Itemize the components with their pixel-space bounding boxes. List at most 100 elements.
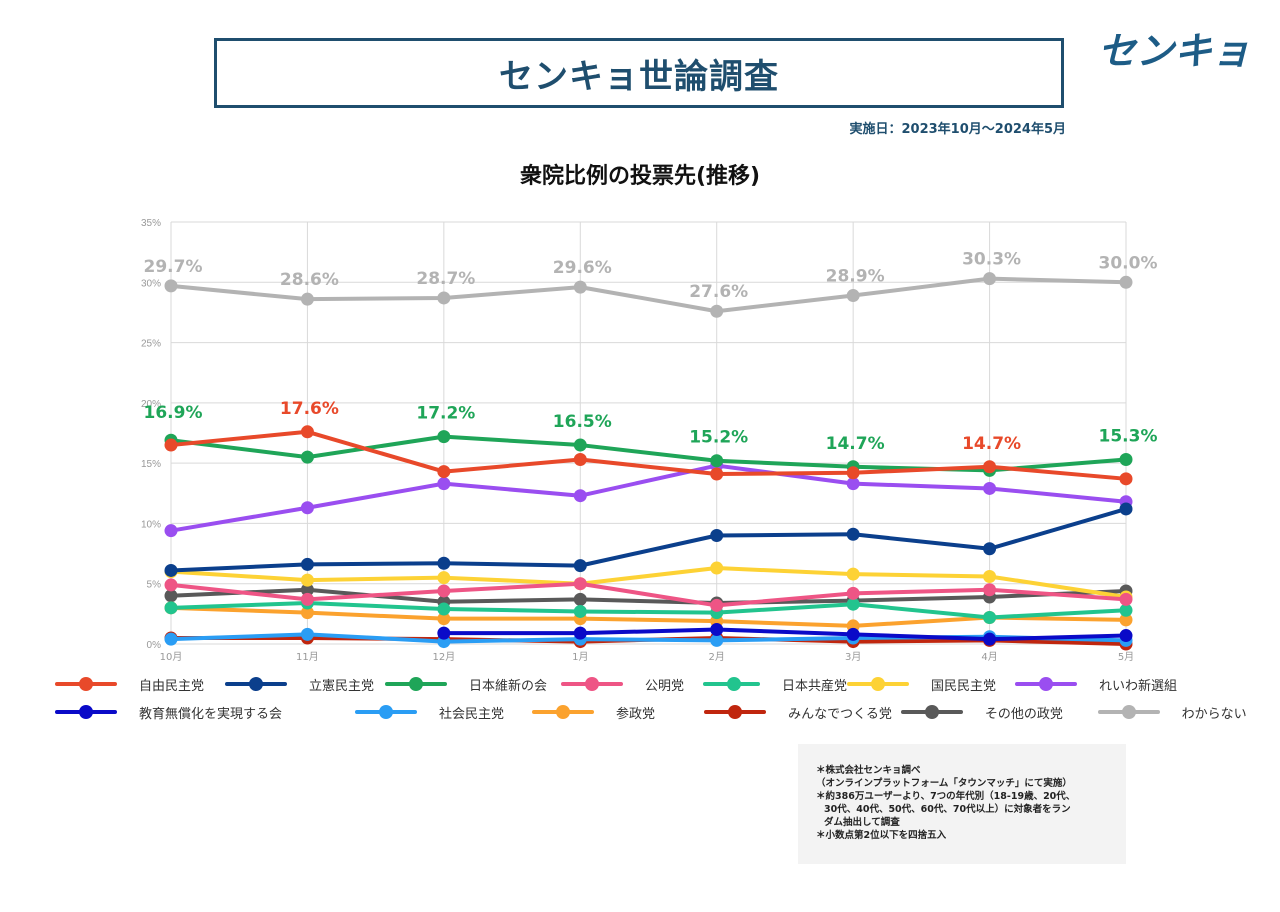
data-point	[437, 602, 451, 616]
data-point	[300, 292, 314, 306]
legend-row: 教育無償化を実現する会 社会民主党 参政党 みんなでつくる党 その他の政党 わからない	[55, 698, 1255, 726]
note-line: ＊株式会社センキョ調べ	[816, 765, 921, 776]
data-point	[437, 571, 451, 585]
note-line: ＊約386万ユーザーより、7つの年代別（18-19歳、20代、	[816, 791, 1076, 802]
data-point	[300, 606, 314, 620]
legend-swatch-icon	[55, 705, 117, 719]
data-point	[710, 304, 724, 318]
x-tick-label: 5月	[1118, 651, 1134, 663]
x-tick-label: 12月	[432, 651, 455, 663]
legend-item: 国民民主党	[847, 675, 1015, 694]
data-point	[437, 612, 451, 626]
series-line	[169, 566, 1128, 599]
data-point	[164, 632, 178, 646]
data-point	[1119, 472, 1133, 486]
data-point	[1119, 502, 1133, 516]
data-point	[710, 598, 724, 612]
y-tick-label: 35%	[141, 218, 161, 229]
note-line: ダム抽出して調査	[824, 817, 900, 828]
data-point	[846, 627, 860, 641]
data-point	[983, 569, 997, 583]
legend-label: れいわ新選組	[1099, 678, 1178, 694]
note-line: 30代、40代、50代、60代、70代以上）に対象者をラン	[824, 804, 1071, 815]
data-label: 29.7%	[144, 257, 203, 277]
data-label: 16.9%	[144, 403, 203, 423]
series-line	[169, 587, 1128, 606]
legend-item: 自由民主党	[55, 675, 225, 694]
data-point	[983, 481, 997, 495]
data-point	[1119, 629, 1133, 643]
legend-swatch-icon	[847, 677, 909, 691]
legend-item: 教育無償化を実現する会	[55, 703, 355, 722]
legend-item: 参政党	[532, 703, 704, 722]
y-tick-label: 15%	[141, 459, 161, 470]
x-tick-label: 3月	[845, 651, 861, 663]
note-line: （オンラインプラットフォーム「タウンマッチ」にて実施）	[816, 778, 1072, 789]
data-point	[846, 586, 860, 600]
series-line	[169, 601, 1128, 620]
data-point	[573, 626, 587, 640]
x-tick-label: 11月	[296, 651, 319, 663]
y-tick-label: 0%	[147, 640, 162, 651]
data-point	[710, 623, 724, 637]
data-point	[300, 557, 314, 571]
y-tick-label: 25%	[141, 339, 161, 350]
data-label: 16.5%	[553, 412, 612, 432]
series-line	[169, 434, 1128, 473]
data-point	[573, 559, 587, 573]
survey-date: 実施日：2023年10月～2024年5月	[849, 122, 1067, 137]
y-tick-label: 20%	[141, 399, 161, 410]
legend-item: 日本共産党	[703, 675, 847, 694]
data-point	[710, 467, 724, 481]
data-point	[846, 567, 860, 581]
data-point	[300, 573, 314, 587]
legend-item: 社会民主党	[355, 703, 532, 722]
data-label: 27.6%	[689, 282, 748, 302]
legend-label: 公明党	[645, 678, 685, 694]
legend-label: 日本維新の会	[469, 678, 548, 694]
data-label: 17.2%	[416, 404, 475, 424]
series-line	[441, 627, 1128, 642]
data-point	[573, 592, 587, 606]
data-point	[437, 465, 451, 479]
y-tick-label: 5%	[147, 580, 162, 591]
legend-item: その他の政党	[900, 703, 1098, 722]
data-point	[300, 501, 314, 515]
data-label: 28.7%	[416, 269, 475, 289]
series-line	[169, 605, 1128, 628]
data-point	[164, 438, 178, 452]
data-point	[300, 583, 314, 597]
data-point	[573, 577, 587, 591]
legend-item: れいわ新選組	[1015, 675, 1215, 694]
data-point	[164, 524, 178, 538]
y-tick-label: 10%	[141, 519, 161, 530]
source-note: ＊株式会社センキョ調べ （オンラインプラットフォーム「タウンマッチ」にて実施） …	[798, 744, 1126, 864]
data-label: 15.3%	[1099, 427, 1158, 447]
data-point	[1119, 275, 1133, 289]
data-label: 28.6%	[280, 270, 339, 290]
line-chart: 0% 5% 10% 15% 20% 25% 30% 35% 10月 11月 12月 1月 2月 3月 4月 5…	[141, 218, 1158, 663]
data-point	[1119, 592, 1133, 606]
data-point	[300, 627, 314, 641]
data-point	[983, 542, 997, 556]
data-point	[573, 438, 587, 452]
series-line	[169, 463, 1128, 533]
legend-swatch-icon	[900, 705, 963, 719]
data-label: 17.6%	[280, 399, 339, 419]
data-label: 14.7%	[826, 434, 885, 454]
legend-swatch-icon	[532, 705, 595, 719]
legend-swatch-icon	[55, 677, 117, 691]
legend-swatch-icon	[561, 677, 623, 691]
data-point	[573, 280, 587, 294]
x-tick-label: 4月	[981, 651, 997, 663]
data-label: 30.0%	[1099, 253, 1158, 273]
y-tick-label: 30%	[141, 278, 161, 289]
data-point	[1119, 603, 1133, 617]
data-point	[573, 453, 587, 467]
data-point	[710, 561, 724, 575]
data-point	[983, 272, 997, 286]
senkyo-logo: センキョ	[1098, 29, 1250, 72]
data-label: 28.9%	[826, 267, 885, 287]
data-point	[846, 527, 860, 541]
x-tick-label: 1月	[572, 651, 588, 663]
